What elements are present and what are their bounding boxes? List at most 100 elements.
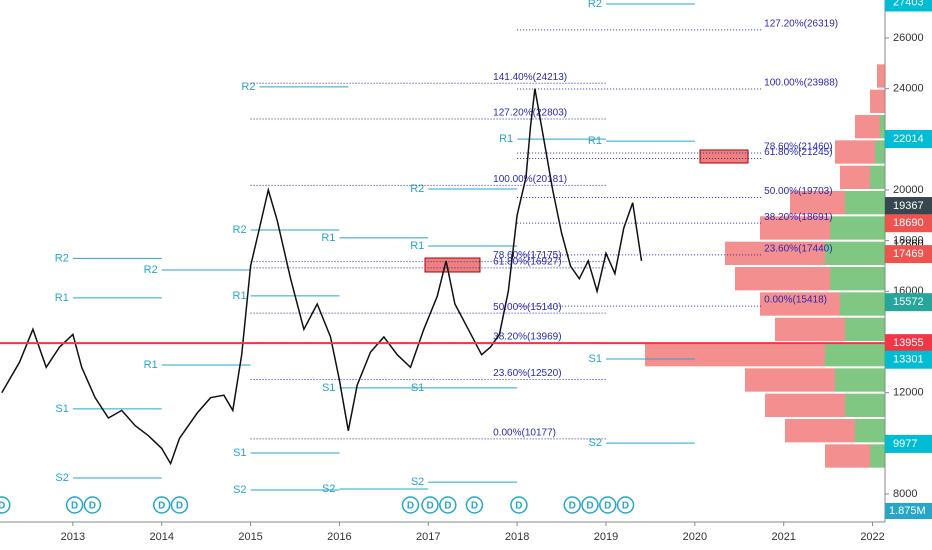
profile-up — [870, 444, 885, 468]
profile-down — [760, 292, 840, 316]
fib-label: 38.20%(13969) — [493, 331, 561, 342]
x-tick-label: 2021 — [771, 531, 795, 543]
price-tag-label: 13301 — [893, 354, 924, 366]
dividend-marker — [599, 496, 617, 514]
profile-down — [760, 216, 830, 240]
fib-label: 0.00%(15418) — [764, 295, 827, 306]
dividend-marker — [0, 496, 11, 514]
price-tag — [885, 245, 932, 264]
profile-down — [645, 343, 825, 367]
price-tag — [885, 434, 932, 453]
profile-down — [775, 317, 845, 342]
pivot-label: S2 — [233, 484, 246, 496]
profile-up — [830, 216, 885, 240]
y-tick-label: 26000 — [893, 32, 924, 44]
dividend-marker — [421, 496, 439, 514]
price-tag-label: 27403 — [893, 0, 924, 8]
y-tick-label: 12000 — [893, 387, 924, 399]
pivot-label: S2 — [411, 476, 424, 488]
dividend-marker — [510, 496, 528, 514]
fib-label: 50.00%(19703) — [764, 186, 832, 197]
fib-label: 61.80%(21245) — [764, 147, 832, 158]
price-line — [1, 88, 643, 466]
price-tag-label: 15572 — [893, 296, 924, 308]
profile-up — [840, 292, 885, 316]
fib-label: 50.00%(15140) — [493, 302, 561, 313]
profile-down — [870, 89, 885, 114]
profile-up — [845, 317, 885, 342]
price-tag — [885, 129, 932, 148]
x-tick-label: 2017 — [416, 531, 440, 543]
fib-label: 23.60%(12520) — [493, 368, 561, 379]
x-tick-label: 2015 — [238, 531, 262, 543]
pivot-label: R1 — [410, 240, 424, 252]
fib-label: 23.60%(17440) — [764, 243, 832, 254]
x-tick-label: 2016 — [327, 531, 351, 543]
dividend-label: D — [176, 501, 183, 512]
fib-label: 141.40%(24213) — [493, 72, 567, 83]
fib-label: 38.20%(18691) — [764, 212, 832, 223]
price-tag-label: 19367 — [893, 200, 924, 212]
pivot-label: R1 — [499, 133, 513, 145]
dividend-label: D — [444, 501, 451, 512]
dividend-label: D — [158, 501, 165, 512]
price-tag — [885, 214, 932, 233]
fib-label: 78.60%(21460) — [764, 142, 832, 153]
pivot-label: R2 — [144, 264, 158, 276]
profile-up — [830, 267, 885, 291]
x-tick-label: 2022 — [860, 531, 884, 543]
fib-label: 61.80%(16927) — [493, 256, 561, 267]
dividend-label: D — [407, 501, 414, 512]
pivot-label: S1 — [233, 447, 246, 459]
pivot-label: S1 — [411, 382, 424, 394]
target-box — [424, 257, 481, 273]
profile-down — [745, 368, 835, 392]
dividend-marker — [83, 496, 102, 514]
dividend-marker — [152, 496, 171, 514]
fib-label: 100.00%(20181) — [493, 174, 567, 185]
price-axis — [885, 0, 932, 550]
dividend-marker — [65, 496, 84, 514]
pivot-label: R2 — [241, 81, 255, 93]
price-tag — [885, 293, 932, 312]
dividend-marker — [401, 496, 420, 514]
pivot-label: S1 — [55, 403, 68, 415]
fib-label: 0.00%(10177) — [493, 427, 556, 438]
fib-label: 127.20%(22803) — [493, 108, 567, 119]
profile-up — [870, 165, 885, 190]
profile-up — [835, 368, 885, 392]
pivot-label: R1 — [233, 290, 247, 302]
profile-up — [825, 343, 885, 367]
dividend-label: D — [471, 501, 478, 512]
x-tick-label: 2014 — [149, 531, 173, 543]
dividend-label: D — [586, 501, 593, 512]
pivot-label: R2 — [588, 0, 602, 10]
profile-down — [855, 115, 880, 139]
pivot-label: S1 — [322, 382, 335, 394]
pivot-label: R2 — [410, 183, 424, 195]
profile-up — [880, 115, 885, 139]
profile-down — [765, 393, 845, 418]
x-tick-label: 2018 — [505, 531, 529, 543]
pivot-label: S1 — [589, 353, 602, 365]
profile-down — [825, 444, 870, 468]
dividend-label: D — [71, 501, 78, 512]
x-tick-label: 2019 — [594, 531, 618, 543]
fib-label: 78.60%(17175) — [493, 250, 561, 261]
dividend-marker — [563, 496, 581, 514]
pivot-label: R2 — [233, 224, 247, 236]
price-tag — [885, 197, 932, 216]
y-tick-label: 24000 — [893, 83, 924, 95]
price-tag-label: 17469 — [893, 248, 924, 260]
x-tick-label: 2013 — [61, 531, 85, 543]
dividend-label: D — [89, 501, 96, 512]
fib-label: 127.20%(26319) — [764, 19, 838, 30]
dividend-marker — [581, 496, 599, 514]
profile-up — [845, 191, 885, 215]
dividend-label: D — [0, 501, 5, 512]
dividend-label: D — [569, 501, 576, 512]
profile-up — [845, 393, 885, 418]
pivot-label: S2 — [55, 472, 68, 484]
x-tick-label: 2020 — [683, 531, 707, 543]
